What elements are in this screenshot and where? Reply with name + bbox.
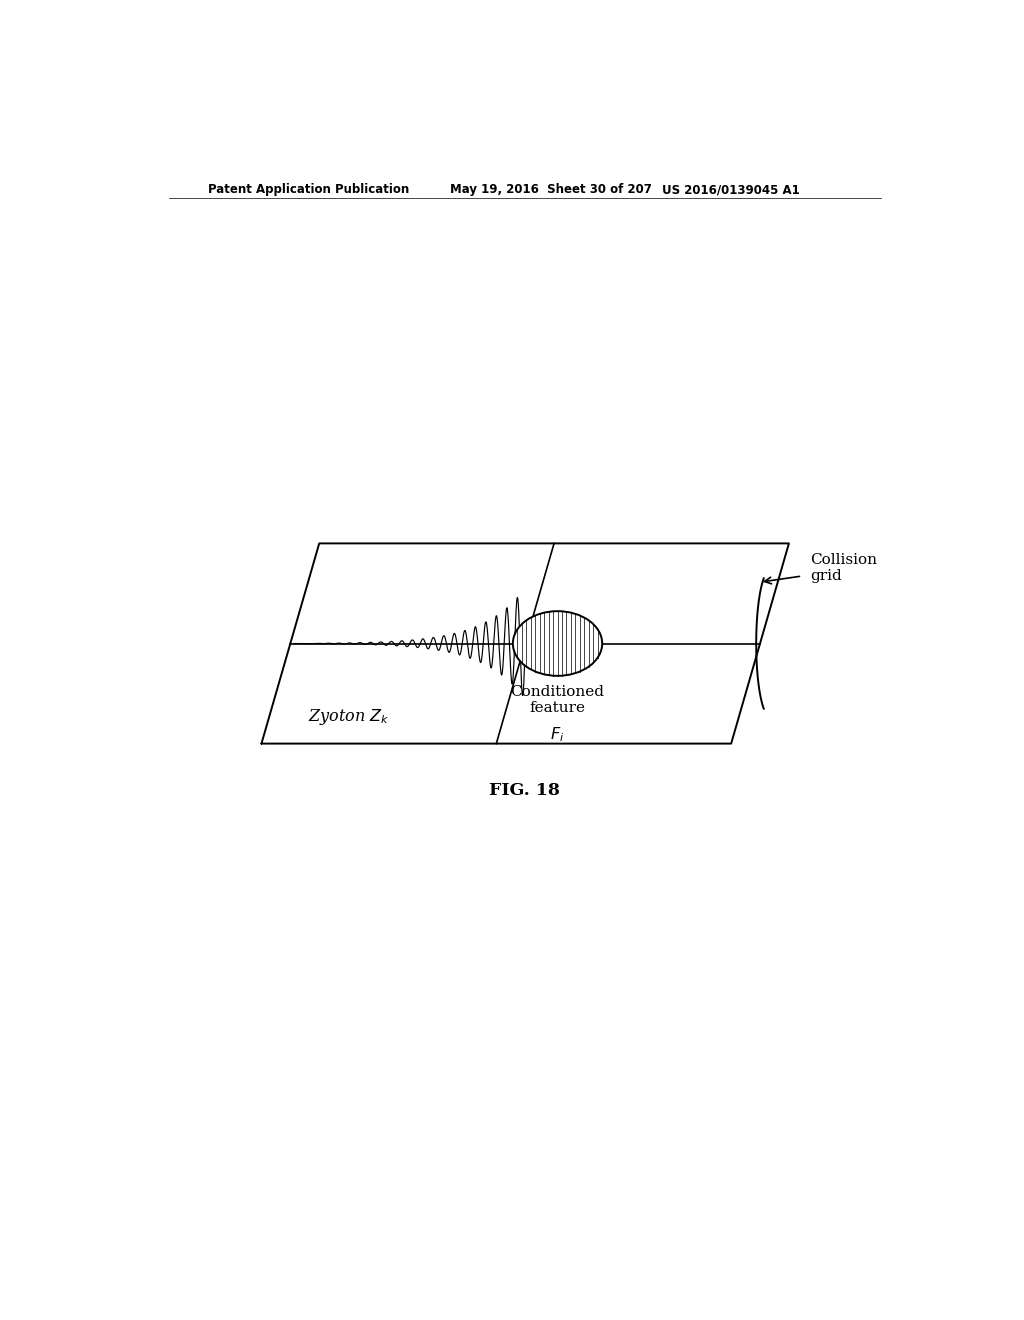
Text: Conditioned
feature: Conditioned feature bbox=[511, 685, 604, 715]
Text: Zyoton $Z_k$: Zyoton $Z_k$ bbox=[307, 706, 389, 726]
Ellipse shape bbox=[513, 611, 602, 676]
Text: $F_i$: $F_i$ bbox=[551, 725, 564, 744]
Text: FIG. 18: FIG. 18 bbox=[489, 781, 560, 799]
Text: May 19, 2016  Sheet 30 of 207: May 19, 2016 Sheet 30 of 207 bbox=[451, 183, 652, 197]
Text: US 2016/0139045 A1: US 2016/0139045 A1 bbox=[662, 183, 800, 197]
Text: Collision
grid: Collision grid bbox=[810, 553, 877, 583]
Text: Patent Application Publication: Patent Application Publication bbox=[208, 183, 409, 197]
